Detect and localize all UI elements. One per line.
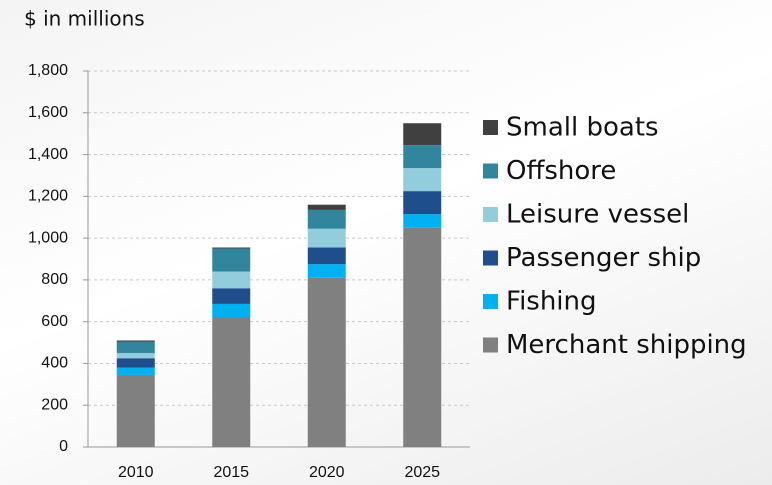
legend-swatch — [483, 294, 498, 309]
y-tick-label: 1,200 — [28, 188, 68, 205]
y-tick-label: 1,400 — [28, 146, 68, 163]
y-tick-label: 1,800 — [28, 62, 68, 79]
bar-segment — [212, 271, 251, 289]
bar-segment — [116, 340, 155, 342]
bar-segment — [403, 123, 442, 146]
bar-segment — [403, 191, 442, 215]
legend-swatch — [483, 337, 498, 353]
y-tick-label: 600 — [41, 313, 68, 330]
legend-label: Small boats — [506, 113, 659, 143]
x-tick-label: 2010 — [118, 464, 154, 481]
y-tick-label: 1,000 — [28, 229, 68, 246]
y-tick-label: 1,600 — [28, 104, 68, 121]
bar-segment — [116, 367, 155, 375]
y-tick-label: 200 — [41, 396, 68, 413]
bar-segment — [116, 358, 155, 368]
bar-segment — [116, 353, 155, 359]
bar-segment — [212, 288, 251, 304]
bar-segment — [307, 228, 346, 248]
bar-segment — [403, 168, 442, 192]
legend-label: Passenger ship — [506, 243, 701, 273]
bar-segment — [212, 317, 251, 447]
legend-swatch — [483, 163, 498, 179]
legend-label: Merchant shipping — [506, 330, 747, 360]
legend-swatch — [483, 120, 498, 135]
bar-segment — [403, 227, 442, 447]
bar-segment — [307, 204, 346, 210]
bar-segment — [307, 247, 346, 265]
legend-swatch — [483, 207, 498, 222]
bar-segment — [403, 145, 442, 169]
bar-segment — [116, 374, 155, 447]
legend-label: Offshore — [506, 156, 616, 186]
x-tick-label: 2015 — [213, 464, 249, 481]
x-tick-label: 2020 — [309, 464, 345, 481]
legend-label: Fishing — [506, 287, 597, 317]
bar-segment — [212, 247, 251, 249]
bar-segment — [403, 214, 442, 228]
bar-segment — [307, 264, 346, 278]
bar-segment — [116, 341, 155, 353]
y-tick-label: 800 — [41, 271, 68, 288]
y-tick-label: 400 — [41, 355, 68, 372]
bar-segment — [212, 303, 251, 318]
y-axis-label: $ in millions — [24, 7, 145, 31]
bar-segment — [307, 209, 346, 229]
legend-label: Leisure vessel — [506, 200, 689, 230]
bar-segment — [307, 277, 346, 447]
bar-segment — [212, 248, 251, 272]
x-tick-label: 2025 — [404, 464, 440, 481]
legend-swatch — [483, 250, 498, 266]
y-tick-label: 0 — [59, 438, 68, 455]
